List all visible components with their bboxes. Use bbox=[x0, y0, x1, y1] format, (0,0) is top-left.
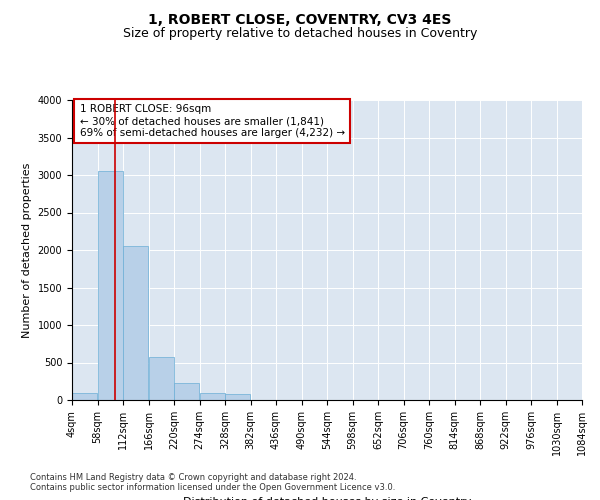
Bar bbox=[98, 171, 123, 400]
Bar bbox=[123, 246, 148, 400]
Y-axis label: Number of detached properties: Number of detached properties bbox=[22, 162, 32, 338]
Bar bbox=[200, 392, 225, 400]
Text: Contains HM Land Registry data © Crown copyright and database right 2024.: Contains HM Land Registry data © Crown c… bbox=[30, 474, 356, 482]
X-axis label: Distribution of detached houses by size in Coventry: Distribution of detached houses by size … bbox=[183, 496, 471, 500]
Text: Contains public sector information licensed under the Open Government Licence v3: Contains public sector information licen… bbox=[30, 484, 395, 492]
Text: 1, ROBERT CLOSE, COVENTRY, CV3 4ES: 1, ROBERT CLOSE, COVENTRY, CV3 4ES bbox=[148, 12, 452, 26]
Text: 1 ROBERT CLOSE: 96sqm
← 30% of detached houses are smaller (1,841)
69% of semi-d: 1 ROBERT CLOSE: 96sqm ← 30% of detached … bbox=[80, 104, 345, 138]
Bar bbox=[72, 392, 97, 400]
Bar bbox=[149, 357, 174, 400]
Bar bbox=[174, 383, 199, 400]
Bar bbox=[225, 394, 250, 400]
Text: Size of property relative to detached houses in Coventry: Size of property relative to detached ho… bbox=[123, 28, 477, 40]
